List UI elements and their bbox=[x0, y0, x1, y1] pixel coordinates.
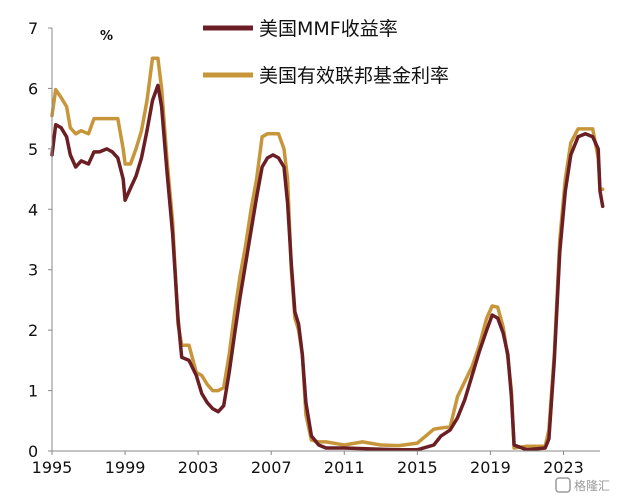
series-line-fed-funds bbox=[50, 56, 605, 450]
x-tick-label: 2023 bbox=[543, 458, 584, 477]
x-tick-label: 1995 bbox=[32, 458, 73, 477]
axes-layer: 0 1 2 3 4 5 6 7 1995 1999 2003 2007 2011 2015 2019 2023 bbox=[28, 19, 600, 477]
y-tick-label: 7 bbox=[28, 19, 38, 38]
y-tick-label: 3 bbox=[28, 261, 38, 280]
watermark: 格隆汇 bbox=[555, 477, 610, 493]
x-tick-label: 2019 bbox=[470, 458, 511, 477]
legend: 美国MMF收益率 美国有效联邦基金利率 bbox=[203, 18, 449, 87]
x-tick-label: 2011 bbox=[324, 458, 365, 477]
x-tick-label: 2007 bbox=[251, 458, 292, 477]
y-tick-label: 2 bbox=[28, 321, 38, 340]
y-unit-label: % bbox=[100, 29, 113, 44]
y-tick-label: 5 bbox=[28, 140, 38, 159]
x-tick-label: 1999 bbox=[105, 458, 146, 477]
watermark-logo-icon bbox=[555, 477, 571, 493]
y-tick-label: 0 bbox=[28, 442, 38, 461]
y-tick-label: 4 bbox=[28, 200, 38, 219]
y-tick-label: 6 bbox=[28, 79, 38, 98]
x-tick-label: 2003 bbox=[178, 458, 219, 477]
legend-label-fed-funds: 美国有效联邦基金利率 bbox=[259, 65, 449, 87]
x-tick-label: 2015 bbox=[397, 458, 438, 477]
y-tick-label: 1 bbox=[28, 382, 38, 401]
watermark-text: 格隆汇 bbox=[574, 478, 610, 493]
series-line-mmf bbox=[50, 83, 605, 452]
legend-label-mmf: 美国MMF收益率 bbox=[259, 18, 398, 40]
series-layer bbox=[50, 56, 605, 452]
